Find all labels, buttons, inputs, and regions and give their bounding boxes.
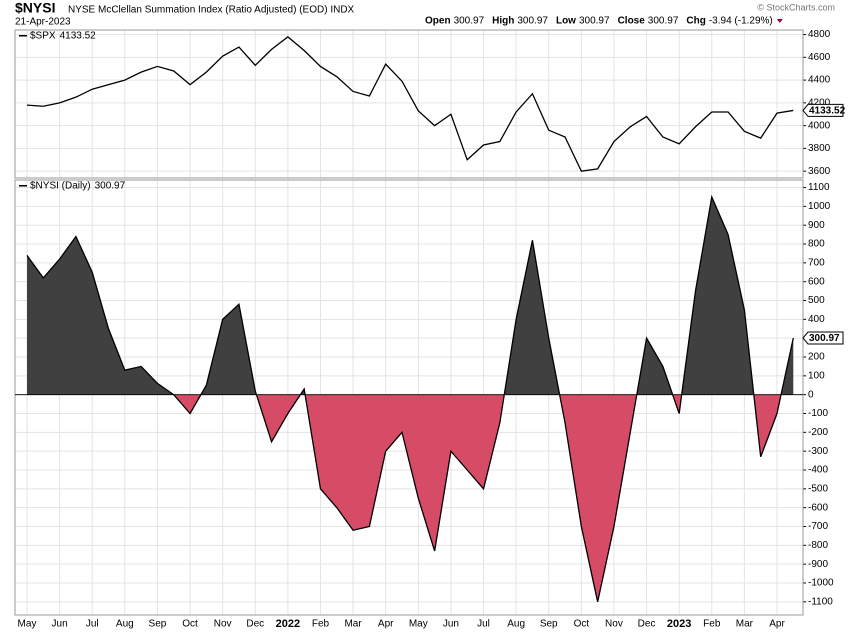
y-tick-label: 400 [808,314,825,325]
y-tick-label: -500 [808,483,828,494]
y-tick-label: -800 [808,540,828,551]
x-tick-label: Dec [246,619,264,630]
y-tick-label: 900 [808,220,825,231]
series-line [26,194,794,602]
legend-value: 4133.52 [60,31,97,42]
ticker-title: $NYSI [15,0,55,16]
y-tick-label: -200 [808,427,828,438]
quote-value: -3.94 (-1.29%) [709,16,773,27]
y-tick-label: 1100 [808,182,830,193]
quote-value: 300.97 [579,16,610,27]
x-tick-label: Feb [312,619,330,630]
y-tick-label: -400 [808,465,828,476]
value-tag [802,103,844,117]
y-tick-label: 200 [808,352,825,363]
x-tick-label: 2022 [276,618,300,630]
quote-value: 300.97 [454,16,485,27]
y-tick-label: 4600 [808,52,831,63]
chart-subtitle: NYSE McClellan Summation Index (Ratio Ad… [68,5,355,16]
panel-frame [14,179,804,616]
x-tick-label: Mar [344,619,362,630]
quote-value: 300.97 [648,16,679,27]
y-tick-label: 3600 [808,166,831,177]
x-tick-label: May [409,619,428,630]
x-tick-label: Mar [736,619,754,630]
y-tick-label: -1000 [808,578,834,589]
value-tag-label: 4133.52 [809,106,846,117]
x-tick-label: Oct [182,619,198,630]
quote-value: 300.97 [517,16,548,27]
x-tick-label: Feb [703,619,721,630]
legend-value: 300.97 [95,181,126,192]
y-tick-label: 4400 [808,75,831,86]
value-tag [802,331,844,345]
x-tick-label: Aug [116,619,134,630]
x-tick-label: Oct [574,619,590,630]
x-tick-label: Apr [769,619,785,630]
y-tick-label: 100 [808,370,825,381]
quote-label: Low [556,16,576,27]
y-tick-label: 600 [808,276,825,287]
y-tick-label: -600 [808,502,828,513]
y-tick-label: -1100 [808,596,833,607]
y-tick-label: -100 [808,408,828,419]
legend-swatch [19,185,27,187]
y-tick-label: 4000 [808,120,831,131]
x-tick-label: Aug [507,619,525,630]
legend-name: $NYSI (Daily) [30,181,91,192]
watermark: © StockCharts.com [757,2,835,12]
x-tick-label: 2023 [667,618,691,630]
y-tick-label: 500 [808,295,825,306]
y-tick-label: 0 [808,389,814,400]
legend-swatch [19,35,27,37]
x-tick-label: Jun [52,619,68,630]
value-tag-label: 300.97 [809,333,840,344]
y-tick-label: 700 [808,257,825,268]
y-tick-label: 1000 [808,201,831,212]
x-tick-label: Nov [214,619,232,630]
quote-label: High [492,16,514,27]
y-tick-label: 3800 [808,143,831,154]
quote-label: Chg [686,16,705,27]
y-tick-label: 4800 [808,29,831,40]
x-tick-label: Sep [149,619,167,630]
x-tick-label: Jun [443,619,459,630]
chg-down-arrow [776,19,783,23]
x-tick-label: Jul [477,619,490,630]
panel-frame [14,29,804,179]
x-tick-label: Nov [605,619,623,630]
chart-date: 21-Apr-2023 [15,17,71,28]
y-tick-label: -700 [808,521,828,532]
x-tick-label: Dec [638,619,656,630]
area-fill [27,196,794,602]
x-tick-label: Jul [86,619,99,630]
y-tick-label: 800 [808,239,825,250]
y-tick-label: -900 [808,559,828,570]
legend-name: $SPX [30,31,56,42]
series-line [26,35,794,172]
quote-label: Open [425,16,451,27]
x-tick-label: Sep [540,619,558,630]
quote-label: Close [618,16,646,27]
y-tick-label: -300 [808,446,828,457]
x-tick-label: Apr [378,619,394,630]
x-tick-label: May [18,619,37,630]
y-tick-label: 4200 [808,98,831,109]
